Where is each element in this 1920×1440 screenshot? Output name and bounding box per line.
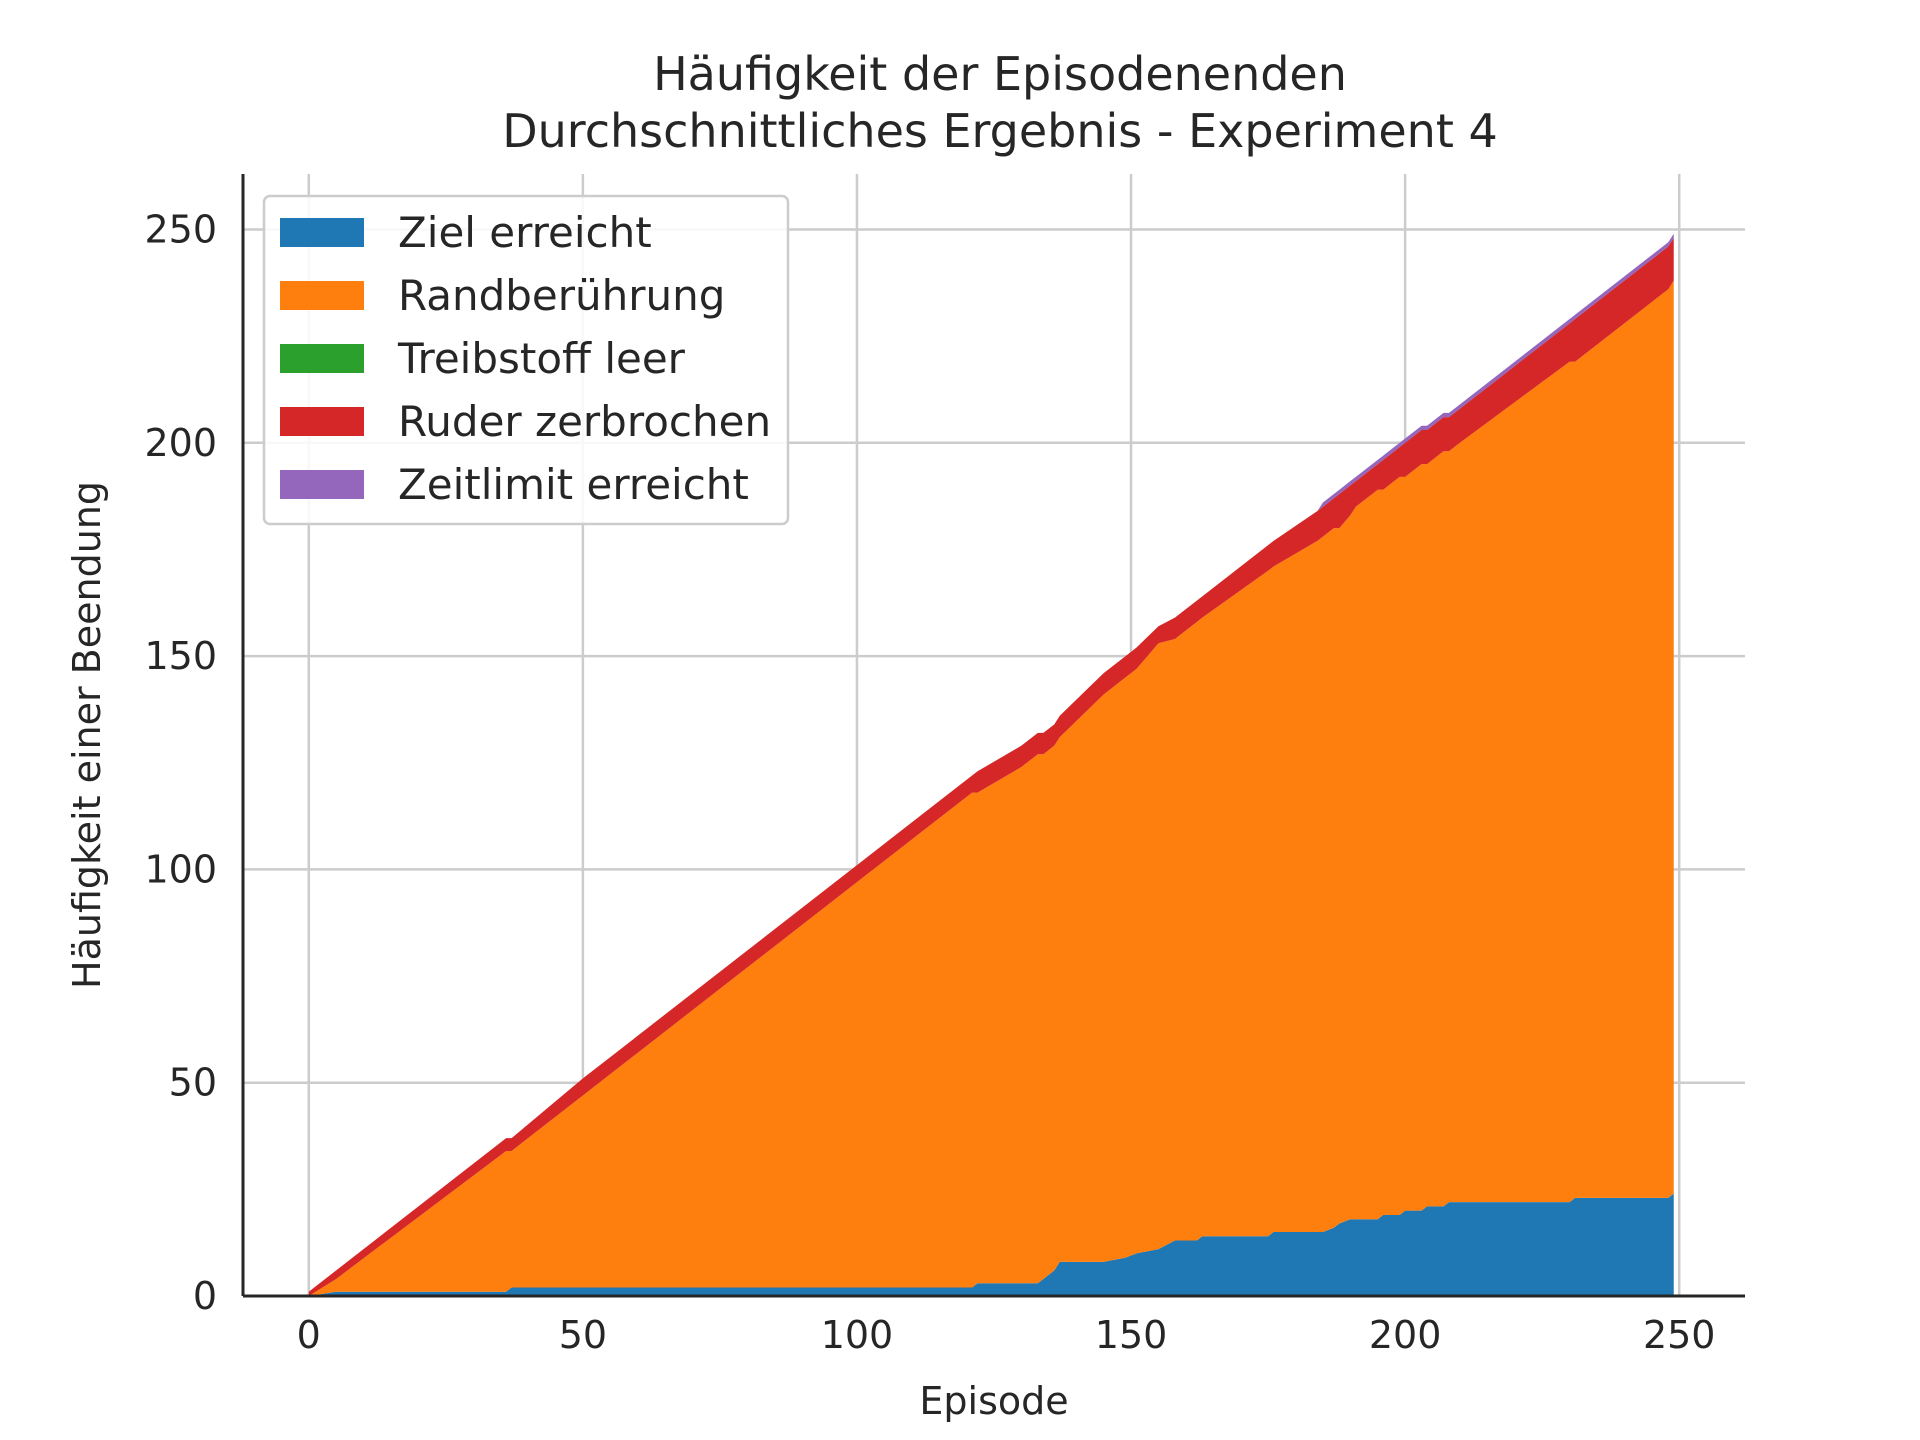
area-series-1 [308, 280, 1674, 1296]
chart-title-line-1: Häufigkeit der Episodenenden [653, 47, 1347, 101]
legend-swatch [280, 218, 364, 247]
legend-entry: Randberührung [398, 271, 725, 320]
y-tick-label: 150 [144, 634, 217, 678]
legend-swatch [280, 344, 364, 373]
legend-swatch [280, 470, 364, 499]
chart-title: Häufigkeit der Episodenenden Durchschnit… [502, 47, 1498, 158]
legend-entry: Ruder zerbrochen [398, 397, 771, 446]
legend-swatch [280, 281, 364, 310]
y-tick-label: 100 [144, 847, 217, 891]
area-series-3 [308, 237, 1674, 1297]
x-axis-label: Episode [919, 1379, 1068, 1423]
x-tick-label: 50 [559, 1313, 607, 1357]
x-tick-label: 200 [1369, 1313, 1442, 1357]
legend-swatch [280, 407, 364, 436]
legend-entry: Treibstoff leer [397, 334, 686, 383]
x-tick-label: 250 [1643, 1313, 1716, 1357]
y-tick-label: 250 [144, 207, 217, 251]
x-tick-label: 0 [297, 1313, 321, 1357]
y-tick-label: 200 [144, 421, 217, 465]
y-tick-label: 50 [169, 1061, 217, 1105]
stacked-areas [308, 233, 1674, 1297]
area-series-0 [308, 1193, 1674, 1296]
legend-box [262, 194, 790, 526]
legend-entry: Zeitlimit erreicht [398, 460, 749, 509]
y-tick-label: 0 [193, 1274, 217, 1318]
chart-title-line-2: Durchschnittliches Ergebnis - Experiment… [502, 104, 1498, 158]
y-axis-label: Häufigkeit einer Beendung [65, 481, 109, 989]
tick-labels: 0 50 100 150 200 250 0 50 100 150 200 250 [144, 207, 1715, 1357]
x-tick-label: 150 [1095, 1313, 1168, 1357]
x-tick-label: 100 [821, 1313, 894, 1357]
area-series-4 [308, 233, 1674, 1292]
axes-spines [241, 174, 1745, 1298]
legend: Ziel erreicht Randberührung Treibstoff lee… [262, 194, 790, 526]
legend-entry: Ziel erreicht [398, 208, 652, 257]
